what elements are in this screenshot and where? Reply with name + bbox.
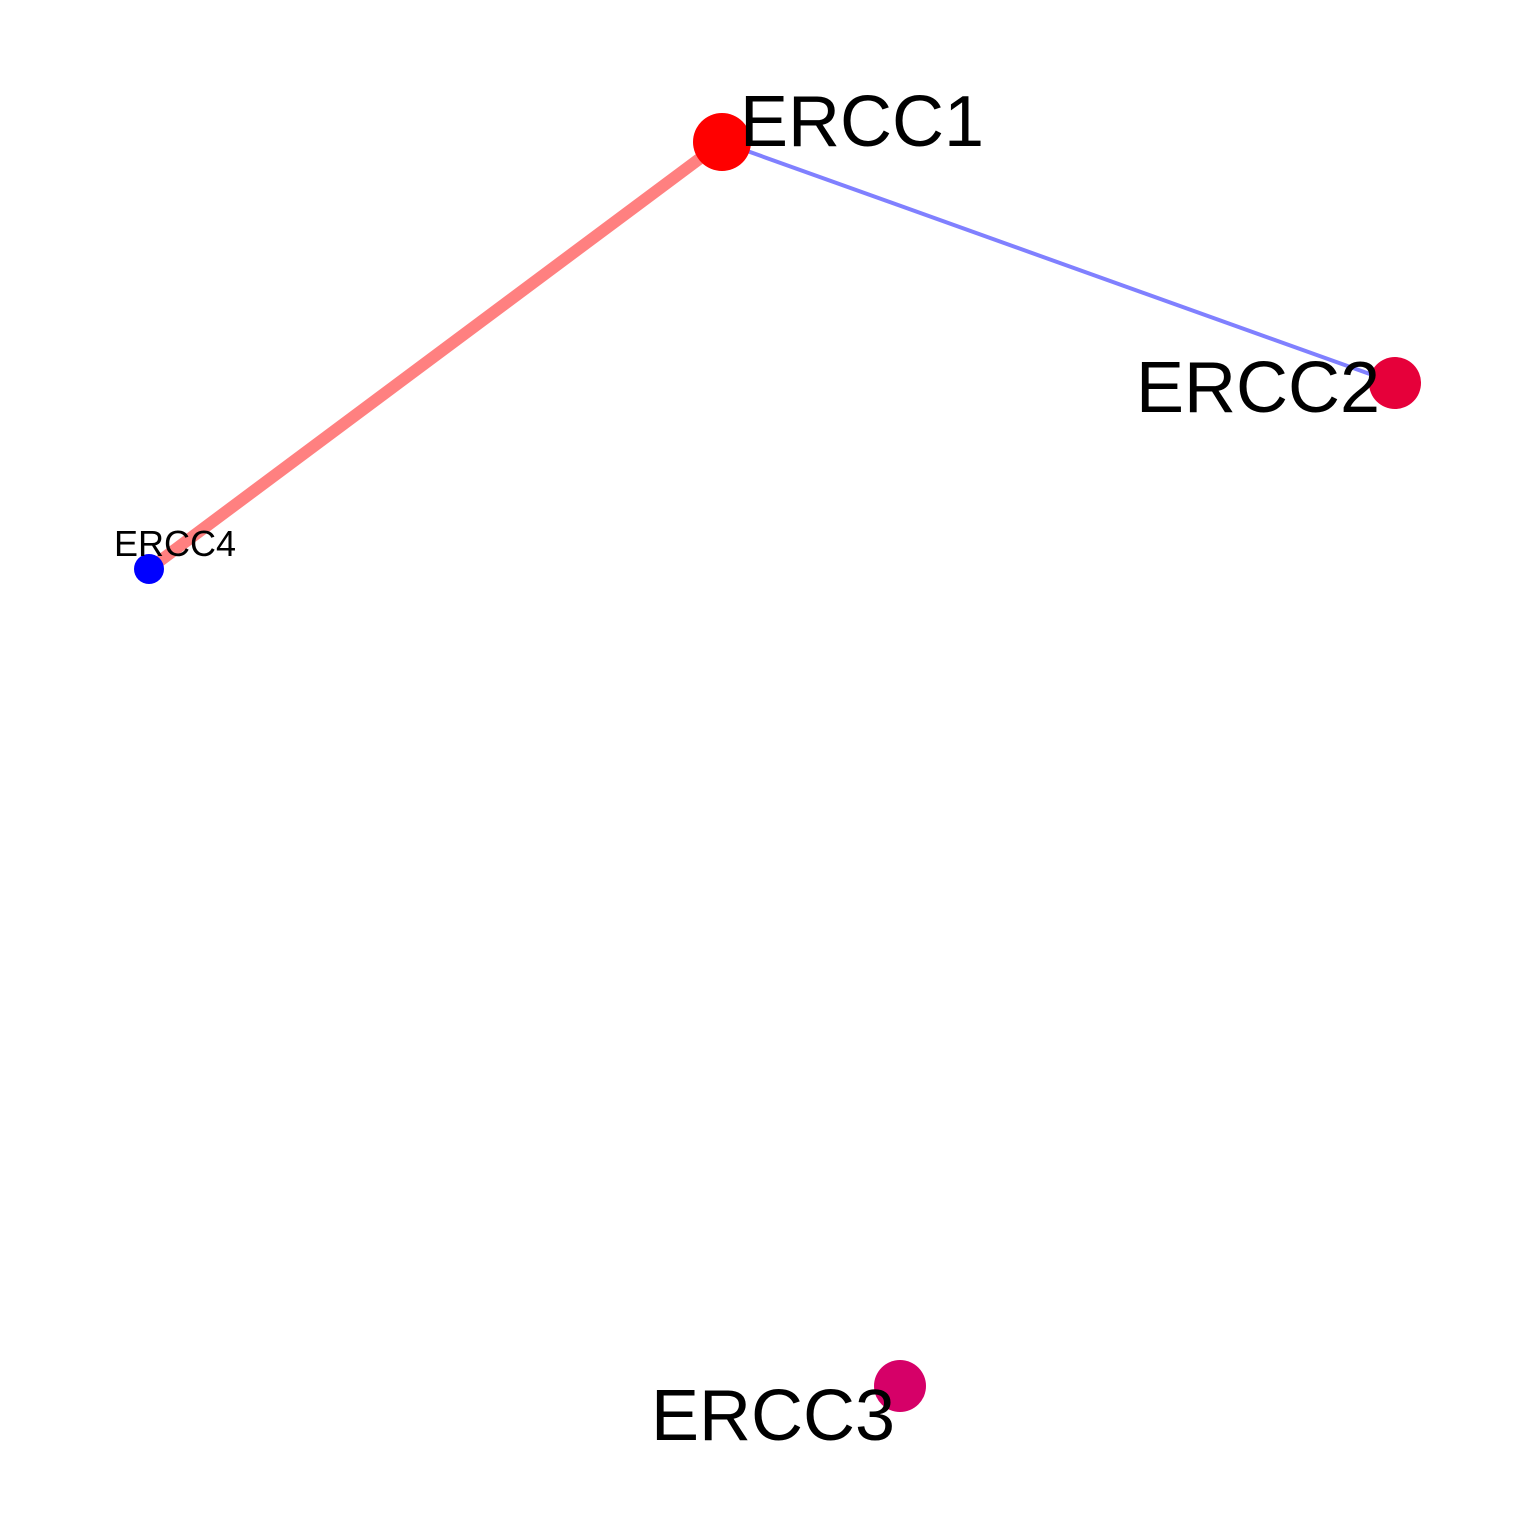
- node-label-ercc1: ERCC1: [740, 82, 984, 162]
- node-ercc2[interactable]: [1369, 357, 1421, 409]
- labels-layer: ERCC1 ERCC2 ERCC3 ERCC4: [114, 82, 1380, 1456]
- node-ercc1[interactable]: [693, 113, 751, 171]
- edges-layer: [145, 137, 1396, 574]
- edge-ercc1-ercc4: [145, 137, 726, 574]
- node-label-ercc2: ERCC2: [1136, 348, 1380, 428]
- nodes-layer: [134, 113, 1421, 1412]
- edge-ercc1-ercc2: [721, 140, 1396, 385]
- node-ercc4[interactable]: [134, 554, 164, 584]
- node-ercc3[interactable]: [874, 1360, 926, 1412]
- node-label-ercc3: ERCC3: [651, 1376, 895, 1456]
- node-label-ercc4: ERCC4: [114, 523, 236, 564]
